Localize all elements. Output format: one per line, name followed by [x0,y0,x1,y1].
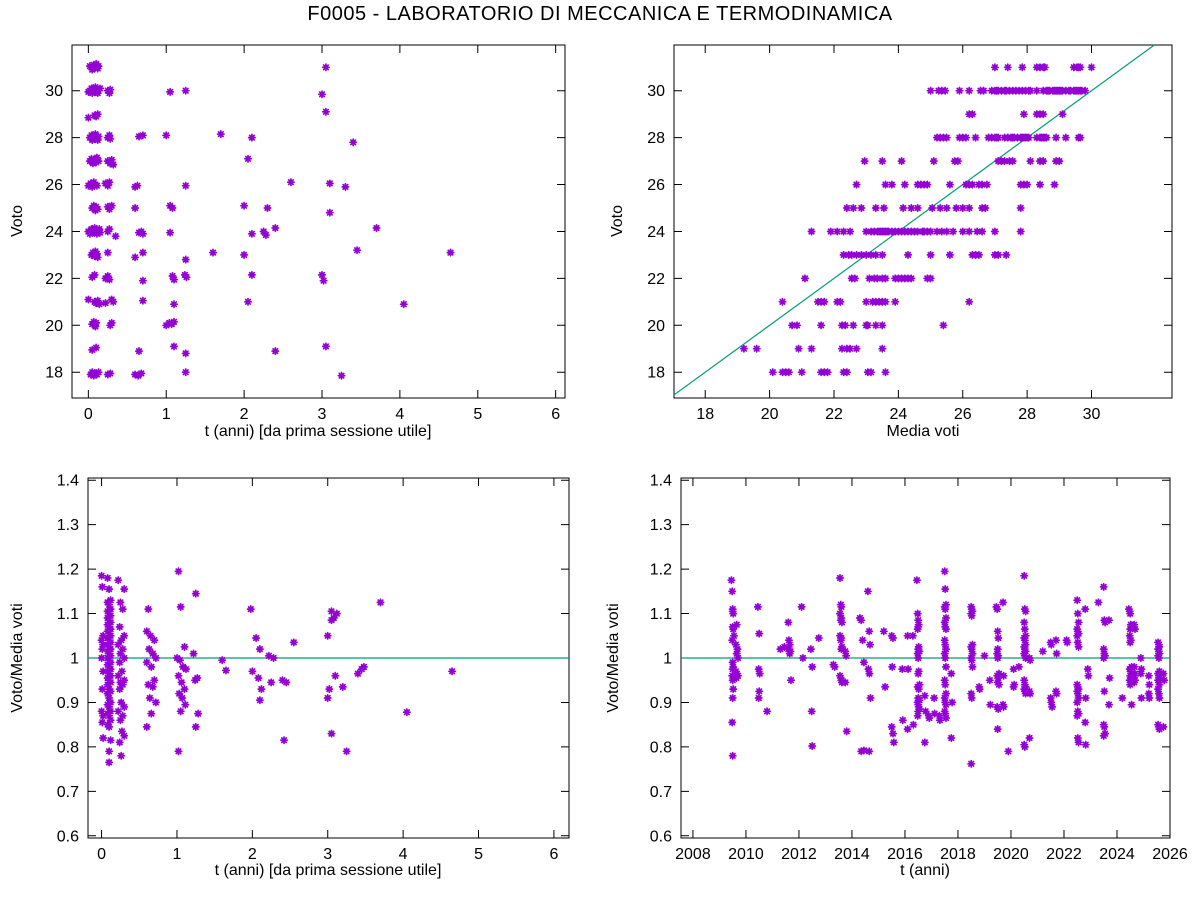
y-tick-label: 30 [647,83,665,100]
x-tick-label: 2008 [675,846,711,863]
y-tick-label: 0.9 [57,695,79,712]
x-tick-label: 2020 [993,846,1029,863]
y-tick-label: 1 [663,651,672,668]
y-tick-label: 0.9 [650,695,672,712]
panel-voto-vs-media: 18 20 22 24 26 28 30 18 20 22 24 26 28 30 [647,44,1173,423]
y-tick-label: 0.6 [57,828,79,845]
y-tick-label: 18 [45,365,63,382]
x-tick-label: 4 [395,406,404,423]
ylabel-ratio-vs-year: Voto/Media voti [605,603,622,713]
x-tick-label: 2 [240,406,249,423]
reference-line-voto-vs-media [673,44,1155,396]
y-tick-label: 0.8 [650,739,672,756]
axis-ticks [88,478,569,838]
y-tick-label: 26 [647,177,665,194]
y-tick-label: 0.8 [57,739,79,756]
x-tick-label: 3 [323,846,332,863]
x-tick-label: 26 [954,406,972,423]
panel-ratio-vs-year: 2008 2010 2012 2014 2016 2018 2020 2022 2024 2026… [650,473,1188,863]
xlabel-voto-vs-t: t (anni) [da prima sessione utile] [204,423,432,440]
xlabel-ratio-vs-year: t (anni) [900,862,950,879]
x-tick-label: 22 [825,406,843,423]
y-tick-label: 1 [70,651,79,668]
y-tick-label: 28 [45,130,63,147]
y-tick-label: 1.3 [57,517,79,534]
axis-ticks [72,45,565,398]
scatter-points-ratio-vs-t [97,567,457,767]
y-tick-label: 20 [647,318,665,335]
x-tick-label: 3 [318,406,327,423]
panel-voto-vs-t: 0 1 2 3 4 5 6 18 20 22 24 26 28 30 [45,44,566,423]
y-tick-label: 18 [647,365,665,382]
scatter-points-voto-vs-media [739,63,1096,377]
x-tick-label: 6 [549,846,558,863]
x-tick-label: 6 [551,406,560,423]
x-tick-label: 2024 [1099,846,1135,863]
ylabel-voto-vs-media: Voto [609,204,626,238]
y-tick-label: 1.1 [650,606,672,623]
x-tick-label: 2018 [940,846,976,863]
x-tick-label: 24 [889,406,907,423]
xlabel-voto-vs-media: Media voti [886,423,960,440]
ylabel-voto-vs-t: Voto [9,204,26,238]
x-tick-label: 20 [761,406,779,423]
ylabel-ratio-vs-t: Voto/Media voti [9,603,26,713]
panel-ratio-vs-t: 0 1 2 3 4 5 6 0.6 0.7 0.8 0.9 1 1.1 1.2 1.3 1.4 [57,473,570,863]
x-tick-label: 4 [399,846,408,863]
y-tick-label: 26 [45,177,63,194]
y-tick-label: 1.4 [57,473,79,490]
x-tick-label: 0 [84,406,93,423]
x-tick-label: 2016 [887,846,923,863]
x-tick-label: 5 [473,406,482,423]
x-tick-label: 1 [173,846,182,863]
y-tick-label: 1.3 [650,517,672,534]
x-tick-label: 2012 [781,846,817,863]
y-tick-label: 1.1 [57,606,79,623]
xlabel-ratio-vs-t: t (anni) [da prima sessione utile] [214,862,442,879]
x-tick-label: 30 [1083,406,1101,423]
y-tick-label: 1.4 [650,473,672,490]
plot-border-voto-vs-media [673,44,1173,399]
x-tick-label: 2026 [1152,846,1188,863]
y-tick-label: 22 [45,271,63,288]
y-tick-label: 0.7 [650,784,672,801]
x-tick-label: 0 [97,846,106,863]
y-tick-label: 0.7 [57,784,79,801]
x-tick-label: 2022 [1046,846,1082,863]
y-tick-label: 24 [647,224,665,241]
x-tick-label: 2010 [728,846,764,863]
x-tick-label: 2 [248,846,257,863]
y-tick-label: 20 [45,318,63,335]
x-tick-label: 5 [474,846,483,863]
y-tick-label: 24 [45,224,63,241]
x-tick-label: 2014 [834,846,870,863]
x-tick-label: 28 [1018,406,1036,423]
y-tick-label: 28 [647,130,665,147]
chart-title: F0005 - LABORATORIO DI MECCANICA E TERMO… [307,3,893,25]
scatter-points-voto-vs-t [84,59,455,380]
scatter-points-ratio-vs-year [727,567,1169,768]
x-tick-label: 18 [696,406,714,423]
y-tick-label: 22 [647,271,665,288]
y-tick-label: 1.2 [57,562,79,579]
axis-ticks [674,45,1172,398]
y-tick-label: 1.2 [650,562,672,579]
y-tick-label: 30 [45,83,63,100]
plot-border-voto-vs-t [71,44,566,399]
y-tick-label: 0.6 [650,828,672,845]
x-tick-label: 1 [162,406,171,423]
